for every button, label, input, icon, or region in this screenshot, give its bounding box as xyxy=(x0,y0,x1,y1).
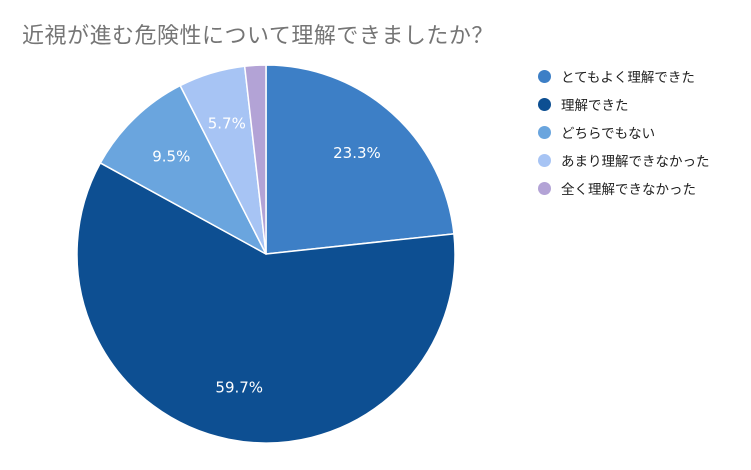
legend-item: どちらでもない xyxy=(538,118,710,146)
slice-data-label: 59.7% xyxy=(215,378,263,396)
chart-legend: とてもよく理解できた 理解できた どちらでもない あまり理解できなかった 全く理… xyxy=(538,62,710,202)
pie-slice xyxy=(265,64,455,255)
pie-slice xyxy=(243,64,267,255)
legend-item: とてもよく理解できた xyxy=(538,62,710,90)
pie-slice xyxy=(99,84,267,255)
legend-label: 理解できた xyxy=(561,98,629,114)
legend-item: 全く理解できなかった xyxy=(538,174,710,202)
legend-label: 全く理解できなかった xyxy=(561,182,696,198)
legend-swatch xyxy=(538,125,551,139)
pie-slice xyxy=(76,162,456,444)
legend-item: あまり理解できなかった xyxy=(538,146,710,174)
slice-data-label: 9.5% xyxy=(152,147,190,165)
legend-swatch xyxy=(538,181,551,195)
legend-label: あまり理解できなかった xyxy=(561,154,710,170)
legend-swatch xyxy=(538,69,551,83)
slice-data-label: 5.7% xyxy=(208,115,246,133)
legend-swatch xyxy=(538,153,551,167)
slice-data-label: 23.3% xyxy=(333,144,381,162)
legend-swatch xyxy=(538,97,551,111)
chart-title: 近視が進む危険性について理解できましたか？ xyxy=(22,24,494,49)
legend-label: どちらでもない xyxy=(561,126,656,142)
legend-item: 理解できた xyxy=(538,90,710,118)
legend-label: とてもよく理解できた xyxy=(561,70,695,86)
